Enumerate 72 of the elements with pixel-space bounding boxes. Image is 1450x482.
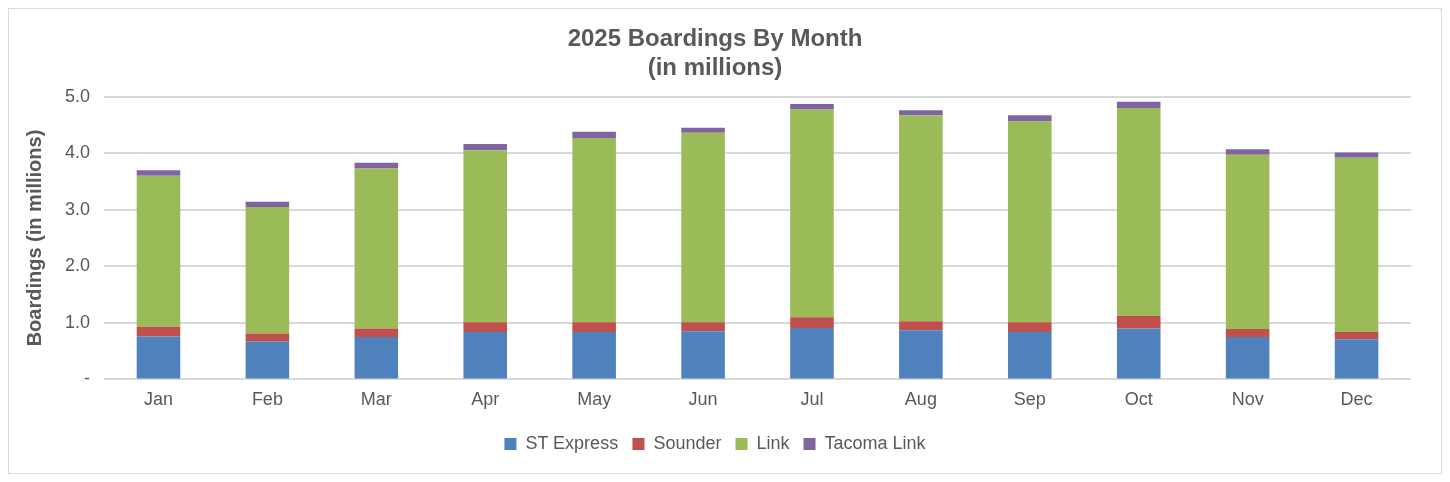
- bar: [1116, 107, 1161, 317]
- bar: [1334, 331, 1379, 340]
- y-tick-label: 1.0: [64, 311, 91, 332]
- x-tick-label: Sep: [1013, 389, 1046, 410]
- legend-label: Sounder: [653, 432, 722, 453]
- bar: [1225, 149, 1270, 155]
- bar: [463, 322, 508, 332]
- bar: [136, 336, 181, 379]
- bar: [1116, 101, 1161, 108]
- bar: [899, 115, 943, 322]
- bar: [1116, 328, 1161, 379]
- x-tick-label: Jan: [143, 389, 173, 410]
- bar: [463, 144, 508, 151]
- y-tick-label: 5.0: [64, 85, 91, 106]
- x-tick-label: Nov: [1231, 389, 1264, 410]
- x-tick-label: Apr: [471, 389, 500, 410]
- bar: [572, 322, 616, 332]
- y-tick-label: 2.0: [64, 255, 91, 276]
- bar: [899, 330, 943, 379]
- y-tick-label: -: [84, 368, 91, 389]
- bar: [1334, 339, 1379, 379]
- bar: [245, 341, 290, 379]
- bar: [1008, 115, 1052, 122]
- bar: [899, 321, 943, 331]
- legend-label: Tacoma Link: [824, 432, 927, 453]
- bar: [1225, 336, 1270, 379]
- x-tick-label: Dec: [1340, 389, 1373, 410]
- bar: [1116, 316, 1161, 329]
- x-tick-label: Jun: [688, 389, 718, 410]
- bar: [354, 168, 399, 329]
- bar: [245, 206, 290, 334]
- x-tick-label: Feb: [251, 389, 283, 410]
- chart-subtitle: (in millions): [647, 52, 783, 80]
- bar: [790, 103, 834, 110]
- bar: [572, 331, 616, 379]
- bar: [136, 170, 181, 176]
- x-tick-label: Aug: [904, 389, 937, 410]
- bar: [1334, 152, 1379, 158]
- bar: [354, 336, 399, 379]
- bar: [681, 127, 725, 133]
- bar: [790, 317, 834, 328]
- bar: [790, 327, 834, 379]
- x-tick-label: May: [577, 389, 612, 410]
- bar: [136, 175, 181, 327]
- bar: [790, 109, 834, 318]
- bar: [463, 331, 508, 379]
- x-tick-label: Jul: [800, 389, 824, 410]
- bar: [1334, 157, 1379, 332]
- bar: [899, 110, 943, 116]
- bar: [1008, 322, 1052, 332]
- bar: [572, 131, 616, 138]
- legend-label: ST Express: [525, 432, 619, 453]
- bar: [354, 328, 399, 337]
- bar: [245, 201, 290, 207]
- bar: [1225, 329, 1270, 337]
- chart-title: 2025 Boardings By Month: [567, 24, 863, 52]
- bar: [572, 137, 616, 323]
- bar: [245, 333, 290, 342]
- bar: [1225, 154, 1270, 330]
- x-tick-label: Mar: [360, 389, 392, 410]
- bar: [1008, 121, 1052, 323]
- bar: [1008, 331, 1052, 379]
- bar: [681, 331, 725, 379]
- y-axis-title: Boardings (in millions): [22, 129, 45, 347]
- bar: [681, 132, 725, 323]
- y-tick-label: 4.0: [64, 142, 91, 163]
- bar: [463, 150, 508, 323]
- y-tick-label: 3.0: [64, 198, 91, 219]
- x-tick-label: Oct: [1124, 389, 1153, 410]
- bar: [136, 326, 181, 337]
- bar: [681, 322, 725, 332]
- legend-label: Link: [756, 432, 791, 453]
